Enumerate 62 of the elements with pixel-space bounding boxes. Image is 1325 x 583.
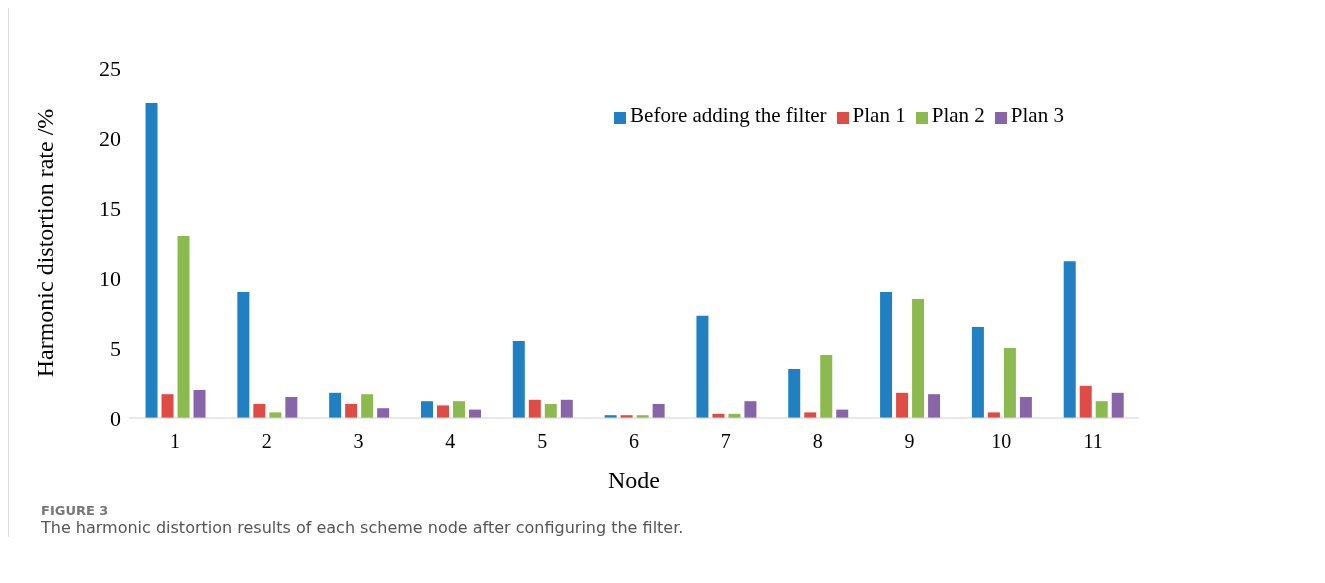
x-tick-label: 5	[537, 430, 548, 453]
x-tick-label: 11	[1083, 430, 1103, 453]
x-tick-label: 9	[904, 430, 915, 453]
x-tick-label: 3	[353, 430, 364, 453]
y-axis-title: Harmonic distortion rate /%	[31, 108, 58, 378]
x-tick-label: 6	[629, 430, 639, 453]
bar	[696, 315, 709, 418]
bar	[1019, 397, 1032, 418]
legend-label: Before adding the filter	[630, 103, 827, 127]
bar	[1079, 385, 1092, 418]
text: The harmonic distortion results of each scheme node after configuring the filter.	[41, 518, 685, 537]
y-tick-label: 25	[99, 55, 121, 81]
bar	[987, 412, 1000, 418]
bar	[436, 405, 449, 418]
bar	[345, 404, 358, 418]
y-tick-label: 15	[99, 195, 121, 221]
x-tick-label: 4	[445, 430, 456, 453]
x-tick-label: 10	[991, 430, 1012, 453]
bar	[193, 390, 206, 418]
bar	[896, 392, 909, 418]
bar	[512, 341, 525, 418]
bar	[1003, 348, 1016, 418]
bar	[253, 404, 266, 418]
bar	[912, 299, 925, 418]
bar	[145, 103, 158, 418]
bar	[285, 397, 298, 418]
bar	[820, 355, 833, 418]
x-tick-label: 8	[812, 430, 823, 453]
legend-label: Plan 3	[1010, 103, 1064, 127]
bar	[161, 394, 174, 418]
bar	[377, 408, 390, 418]
bar	[744, 401, 757, 418]
bar	[528, 399, 541, 418]
y-tick-label: 0	[110, 405, 121, 431]
bar	[788, 369, 801, 418]
bar	[329, 392, 342, 418]
caption: FIGURE 3	[41, 503, 110, 518]
bar	[269, 412, 282, 418]
bar	[177, 236, 190, 418]
bar	[652, 404, 665, 418]
bar	[237, 292, 250, 418]
legend-label: Plan 1	[852, 103, 906, 127]
bar	[452, 401, 465, 418]
y-tick-label: 5	[110, 335, 121, 361]
bar	[544, 404, 557, 418]
x-tick-label: 7	[720, 430, 731, 453]
bar	[361, 394, 374, 418]
legend-label: Plan 2	[931, 103, 985, 127]
bar	[420, 401, 433, 418]
bar	[880, 292, 893, 418]
bar	[804, 412, 817, 418]
x-tick-label: 1	[169, 430, 180, 453]
bar	[928, 394, 941, 418]
bar	[1095, 401, 1108, 418]
x-tick-label: 2	[261, 430, 272, 453]
y-tick-label: 10	[99, 265, 121, 291]
bar	[560, 399, 573, 418]
bar	[1063, 261, 1076, 418]
y-tick-label: 20	[99, 125, 121, 151]
bar	[971, 327, 984, 418]
bar	[1111, 392, 1124, 418]
x-axis-title: Node	[608, 467, 660, 493]
